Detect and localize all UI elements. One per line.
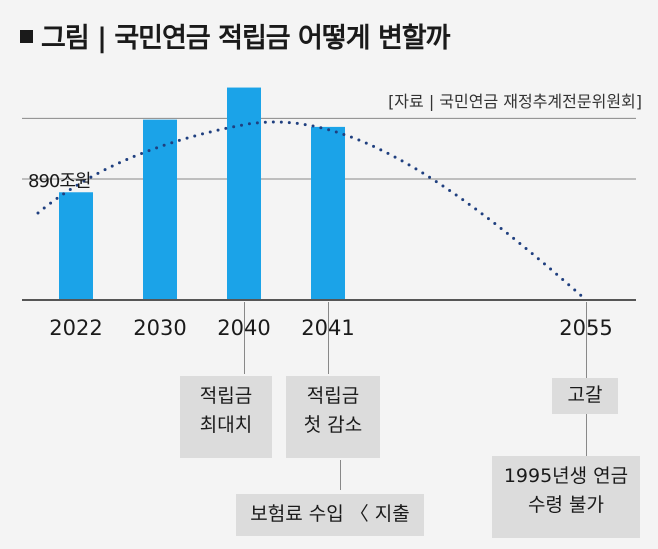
bar-2040 xyxy=(227,87,261,300)
bar-2030 xyxy=(143,119,177,300)
annotation-insurance: 보험료 수입 〈 지출 xyxy=(236,494,424,536)
bar-2041 xyxy=(311,126,345,300)
annotation-insurance-text: 보험료 수입 〈 지출 xyxy=(250,503,410,525)
annotation-2041-line2: 첫 감소 xyxy=(303,414,363,436)
title-square-icon xyxy=(20,30,33,43)
chart-title: 그림 | 국민연금 적립금 어떻게 변할까 xyxy=(20,16,450,55)
data-label-2022: 890조원 xyxy=(28,171,90,192)
annotation-2040: 적립금 최대치 xyxy=(180,376,272,458)
annotation-depletion: 고갈 xyxy=(552,378,618,414)
connector-2041 xyxy=(328,302,329,374)
annotation-2041: 적립금 첫 감소 xyxy=(286,376,380,458)
connector-2040 xyxy=(244,302,245,374)
annotation-2040-line2: 최대치 xyxy=(199,414,253,436)
bar-2022 xyxy=(59,192,93,300)
annotation-2040-line1: 적립금 xyxy=(199,385,253,407)
source-note: [자료 | 국민연금 재정추계전문위원회] xyxy=(388,92,642,111)
annotation-1995-line2: 수령 불가 xyxy=(528,494,604,516)
annotation-2041-line1: 적립금 xyxy=(306,385,360,407)
x-tick-label-2022: 2022 xyxy=(49,316,102,340)
connector-insurance xyxy=(340,460,341,490)
annotation-1995-line1: 1995년생 연금 xyxy=(503,465,629,487)
annotation-depletion-text: 고갈 xyxy=(567,384,603,406)
chart-title-text: 그림 | 국민연금 적립금 어떻게 변할까 xyxy=(41,23,450,54)
x-tick-label-2030: 2030 xyxy=(133,316,186,340)
annotation-1995: 1995년생 연금 수령 불가 xyxy=(492,456,640,538)
